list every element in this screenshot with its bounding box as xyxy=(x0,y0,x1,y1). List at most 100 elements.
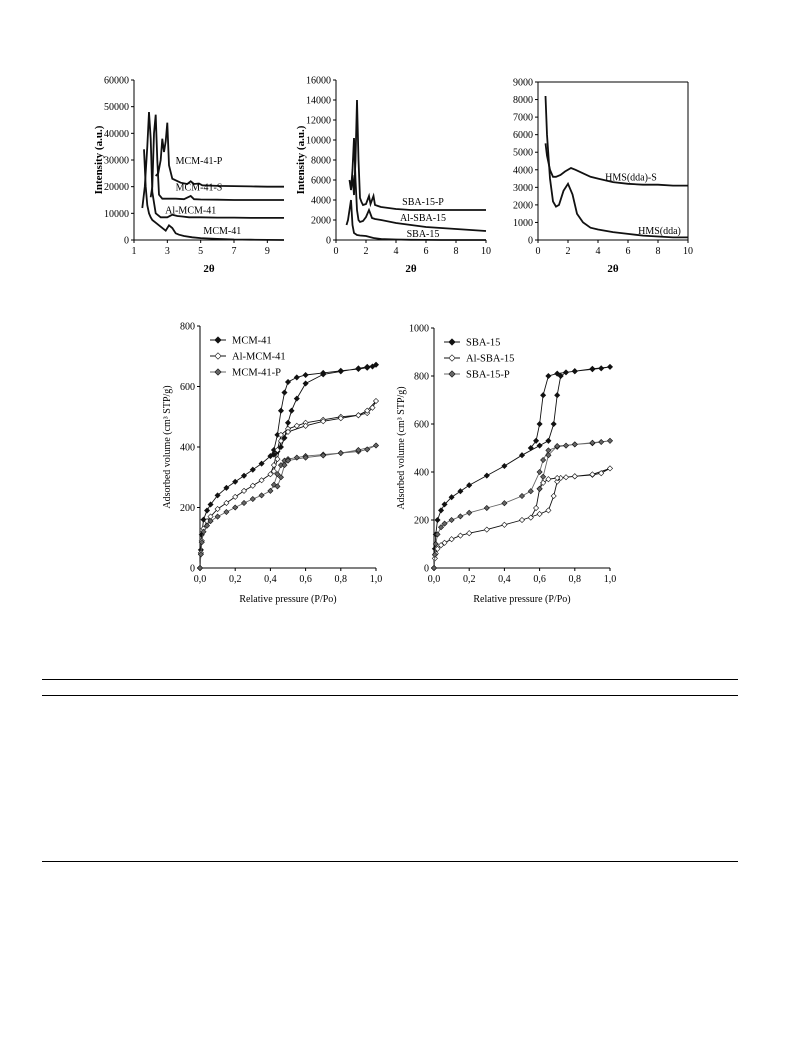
data-point xyxy=(223,509,230,516)
x-tick-label: 6 xyxy=(626,246,631,257)
data-point xyxy=(598,365,605,372)
y-tick-label: 4000 xyxy=(311,196,331,207)
data-point xyxy=(372,397,380,405)
x-tick-label: 0,8 xyxy=(569,574,582,585)
data-point xyxy=(550,492,557,500)
series-sba-15 xyxy=(430,363,614,572)
y-axis-label: Adsorbed volume (cm³ STP/g) xyxy=(396,386,407,509)
y-tick-label: 200 xyxy=(414,516,429,527)
x-tick-label: 1 xyxy=(132,246,137,257)
data-point xyxy=(293,454,300,461)
data-point xyxy=(466,530,473,537)
series-line-mcm-41-p xyxy=(199,445,377,569)
x-tick-label: 0,0 xyxy=(194,574,207,585)
data-point xyxy=(320,371,327,378)
y-tick-label: 0 xyxy=(326,236,331,247)
data-point xyxy=(441,501,448,508)
data-point xyxy=(589,439,596,446)
data-point xyxy=(207,501,214,508)
data-point xyxy=(270,451,277,458)
series-line-sba-15-p xyxy=(350,99,486,211)
data-point xyxy=(337,368,344,375)
series-label-mcm-41: MCM-41 xyxy=(203,226,241,237)
data-point xyxy=(518,516,526,524)
y-tick-label: 8000 xyxy=(513,95,533,106)
data-point xyxy=(441,539,448,546)
y-tick-label: 10000 xyxy=(104,209,129,220)
xrd-chart-sba15: 0 2000 4000 6000 8000 10000 12000 14000 16000 0 2 4… xyxy=(295,76,491,276)
series-hms-dda xyxy=(544,95,688,239)
x-tick-label: 0,2 xyxy=(229,574,242,585)
series-sba-15 xyxy=(345,199,486,241)
x-tick-label: 8 xyxy=(656,246,661,257)
legend-label-mcm-41: MCM-41 xyxy=(232,336,272,347)
data-point xyxy=(589,471,596,478)
data-point xyxy=(207,518,214,525)
y-tick-label: 9000 xyxy=(513,78,533,89)
data-point xyxy=(214,492,221,499)
series-al-mcm-41 xyxy=(196,397,380,572)
isotherm-chart-mcm41: 0 200 400 600 800 0,0 0,2 0,4 0,6 0,8 1,0 Relative … xyxy=(162,322,382,606)
data-point xyxy=(270,462,277,469)
data-point xyxy=(337,450,344,457)
x-tick-label: 0,6 xyxy=(299,574,312,585)
data-point xyxy=(232,504,239,511)
data-point xyxy=(606,465,614,472)
data-point xyxy=(277,407,284,414)
data-point xyxy=(434,531,441,538)
data-point xyxy=(545,476,552,483)
x-tick-label: 8 xyxy=(454,246,459,257)
data-point xyxy=(571,441,578,448)
data-point xyxy=(293,374,300,381)
data-point xyxy=(293,395,300,402)
data-point xyxy=(240,499,248,506)
data-point xyxy=(258,477,265,484)
series-line-mcm-41 xyxy=(143,149,285,241)
series-mcm-41 xyxy=(143,149,285,241)
data-point xyxy=(284,419,292,426)
legend-label-sba-15-p: SBA-15-P xyxy=(466,370,510,381)
data-point xyxy=(557,372,564,380)
x-tick-label: 4 xyxy=(394,246,399,257)
y-tick-label: 50000 xyxy=(104,102,129,113)
data-point xyxy=(554,474,561,482)
data-point xyxy=(501,500,508,507)
data-point xyxy=(277,431,284,438)
data-point xyxy=(302,422,309,429)
series-mcm-41 xyxy=(196,361,380,572)
xrd-chart-hms: 0 1000 2000 3000 4000 5000 6000 7000 8000 9000 0 2 4… xyxy=(513,78,693,276)
data-point xyxy=(536,420,543,428)
y-tick-label: 3000 xyxy=(513,183,533,194)
series-sba-15-p xyxy=(350,99,486,211)
x-tick-label: 9 xyxy=(265,246,270,257)
x-tick-label: 3 xyxy=(165,246,170,257)
legend-label-al-mcm-41: Al-MCM-41 xyxy=(232,352,286,363)
data-point xyxy=(448,516,455,524)
data-point xyxy=(337,415,344,422)
series-al-mcm-41 xyxy=(141,111,284,219)
data-point xyxy=(284,378,292,385)
data-point xyxy=(270,481,277,488)
series-label-al-mcm-41: Al-MCM-41 xyxy=(165,205,216,216)
y-tick-label: 200 xyxy=(180,503,195,514)
data-point xyxy=(284,457,292,464)
series-hms-dda-s xyxy=(544,143,688,187)
data-point xyxy=(536,510,543,518)
legend: SBA-15 Al-SBA-15 SBA-15-P xyxy=(444,338,514,381)
data-point xyxy=(214,513,221,520)
y-tick-label: 60000 xyxy=(104,76,129,87)
data-point xyxy=(527,444,534,452)
data-point xyxy=(364,363,371,370)
data-point xyxy=(562,474,570,481)
data-point xyxy=(554,370,561,377)
data-point xyxy=(589,365,596,372)
y-tick-label: 0 xyxy=(190,564,195,575)
data-point xyxy=(598,438,605,446)
data-point xyxy=(281,389,288,396)
data-point xyxy=(258,492,265,499)
data-point xyxy=(364,446,371,453)
data-point xyxy=(533,504,540,512)
data-point xyxy=(274,447,281,454)
y-axis-label: Adsorbed volume (cm³ STP/g) xyxy=(162,385,173,508)
x-tick-label: 0,6 xyxy=(533,574,546,585)
